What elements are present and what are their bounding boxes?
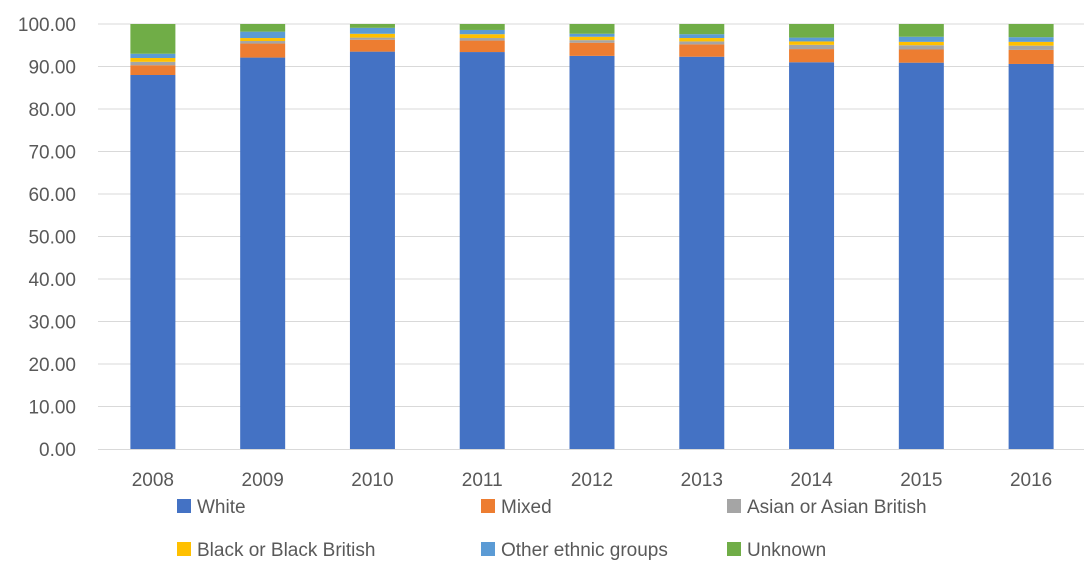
bar-segment-unknown-2012 bbox=[569, 24, 615, 34]
bar-segment-asian-or-asian-british-2013 bbox=[679, 41, 725, 45]
legend-label: Mixed bbox=[501, 497, 552, 518]
bar-segment-other-ethnic-groups-2013 bbox=[679, 34, 725, 39]
bar-segment-other-ethnic-groups-2015 bbox=[898, 36, 944, 42]
legend: White Mixed Asian or Asian British Black or… bbox=[177, 497, 927, 561]
legend-label: Black or Black British bbox=[197, 540, 375, 561]
bar-segment-unknown-2011 bbox=[459, 24, 505, 30]
x-tick-label: 2009 bbox=[242, 470, 284, 491]
bar-segment-white-2011 bbox=[459, 52, 505, 450]
bar-segment-black-or-black-british-2014 bbox=[789, 41, 835, 45]
bar-segment-other-ethnic-groups-2009 bbox=[240, 31, 286, 39]
bar-segment-white-2013 bbox=[679, 56, 725, 449]
x-tick-label: 2014 bbox=[790, 470, 833, 491]
bar-segment-mixed-2013 bbox=[679, 44, 725, 57]
legend-swatch bbox=[481, 542, 495, 556]
x-tick-label: 2012 bbox=[571, 470, 613, 491]
bars bbox=[130, 24, 1054, 450]
bar-segment-white-2016 bbox=[1008, 63, 1054, 449]
bar-segment-asian-or-asian-british-2011 bbox=[459, 38, 505, 41]
bar-segment-mixed-2016 bbox=[1008, 49, 1054, 64]
bar-segment-unknown-2008 bbox=[130, 24, 176, 54]
x-tick-label: 2008 bbox=[132, 470, 174, 491]
bar-segment-black-or-black-british-2012 bbox=[569, 36, 615, 41]
legend-swatch bbox=[481, 499, 495, 513]
y-tick-label: 50.00 bbox=[28, 228, 76, 249]
y-tick-label: 70.00 bbox=[28, 143, 76, 164]
y-tick-label: 90.00 bbox=[28, 58, 76, 79]
legend-label: Other ethnic groups bbox=[501, 540, 668, 561]
y-tick-label: 60.00 bbox=[28, 185, 76, 206]
bar-segment-mixed-2012 bbox=[569, 42, 615, 56]
bar-segment-other-ethnic-groups-2008 bbox=[130, 53, 176, 58]
y-tick-label: 0.00 bbox=[39, 440, 76, 461]
legend-label: Unknown bbox=[747, 540, 826, 561]
bar-segment-other-ethnic-groups-2012 bbox=[569, 33, 615, 37]
x-tick-label: 2016 bbox=[1010, 470, 1052, 491]
bar-segment-unknown-2009 bbox=[240, 24, 286, 32]
bar-segment-unknown-2013 bbox=[679, 24, 725, 35]
bar-segment-black-or-black-british-2013 bbox=[679, 38, 725, 42]
y-tick-label: 10.00 bbox=[28, 398, 76, 419]
y-tick-label: 40.00 bbox=[28, 270, 76, 291]
bar-segment-other-ethnic-groups-2014 bbox=[789, 37, 835, 42]
y-tick-label: 20.00 bbox=[28, 355, 76, 376]
bar-segment-asian-or-asian-british-2010 bbox=[349, 37, 395, 40]
bar-segment-unknown-2015 bbox=[898, 24, 944, 37]
bar-segment-white-2009 bbox=[240, 57, 286, 449]
bar-segment-other-ethnic-groups-2011 bbox=[459, 29, 505, 35]
bar-segment-mixed-2015 bbox=[898, 49, 944, 63]
x-tick-label: 2010 bbox=[351, 470, 393, 491]
bar-segment-unknown-2016 bbox=[1008, 24, 1054, 38]
bar-segment-mixed-2008 bbox=[130, 65, 176, 75]
bar-segment-black-or-black-british-2008 bbox=[130, 58, 176, 62]
legend-swatch bbox=[727, 542, 741, 556]
x-axis-tick-labels: 2008 2009 2010 2011 2012 2013 2014 2015 2016 bbox=[132, 470, 1053, 491]
bar-segment-white-2014 bbox=[789, 62, 835, 449]
y-tick-label: 30.00 bbox=[28, 313, 76, 334]
bar-segment-asian-or-asian-british-2009 bbox=[240, 41, 286, 44]
bar-segment-black-or-black-british-2015 bbox=[898, 41, 944, 46]
bar-segment-other-ethnic-groups-2016 bbox=[1008, 37, 1054, 42]
legend-swatch bbox=[177, 542, 191, 556]
x-tick-label: 2013 bbox=[681, 470, 723, 491]
bar-segment-black-or-black-british-2011 bbox=[459, 34, 505, 39]
y-tick-label: 80.00 bbox=[28, 100, 76, 121]
bar-segment-asian-or-asian-british-2012 bbox=[569, 40, 615, 43]
bar-segment-mixed-2014 bbox=[789, 49, 835, 63]
bar-segment-mixed-2010 bbox=[349, 39, 395, 52]
legend-label: White bbox=[197, 497, 246, 518]
bar-segment-black-or-black-british-2009 bbox=[240, 38, 286, 42]
bar-segment-mixed-2009 bbox=[240, 43, 286, 58]
bar-segment-unknown-2010 bbox=[349, 24, 395, 28]
bar-segment-unknown-2014 bbox=[789, 24, 835, 38]
bar-segment-white-2010 bbox=[349, 51, 395, 450]
bar-segment-white-2012 bbox=[569, 55, 615, 450]
legend-label: Asian or Asian British bbox=[747, 497, 927, 518]
bar-segment-white-2015 bbox=[898, 62, 944, 450]
bar-segment-black-or-black-british-2010 bbox=[349, 33, 395, 38]
y-axis-tick-labels: 0.00 10.00 20.00 30.00 40.00 50.00 60.00 70.00 8… bbox=[18, 15, 76, 461]
bar-segment-other-ethnic-groups-2010 bbox=[349, 27, 395, 34]
bar-segment-asian-or-asian-british-2016 bbox=[1008, 45, 1054, 50]
legend-swatch bbox=[177, 499, 191, 513]
bar-segment-black-or-black-british-2016 bbox=[1008, 41, 1054, 46]
bar-segment-asian-or-asian-british-2008 bbox=[130, 61, 176, 66]
bar-segment-white-2008 bbox=[130, 75, 176, 449]
bar-segment-asian-or-asian-british-2014 bbox=[789, 44, 835, 50]
x-tick-label: 2015 bbox=[900, 470, 942, 491]
bar-segment-asian-or-asian-british-2015 bbox=[898, 45, 944, 50]
y-tick-label: 100.00 bbox=[18, 15, 76, 36]
legend-swatch bbox=[727, 499, 741, 513]
x-tick-label: 2011 bbox=[462, 470, 503, 491]
bar-segment-mixed-2011 bbox=[459, 40, 505, 53]
